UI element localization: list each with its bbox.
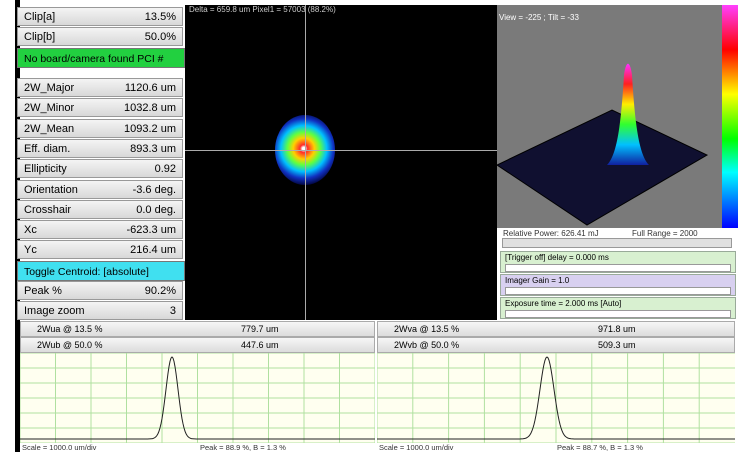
profile-curve xyxy=(377,356,735,440)
metric-row: Clip[a] 13.5% xyxy=(17,7,183,26)
power-bar xyxy=(502,238,732,248)
profile-width-row: 2Wub @ 50.0 % 447.6 um xyxy=(20,337,375,353)
metric-row: Ellipticity 0.92 xyxy=(17,159,183,179)
profile-plot xyxy=(377,353,735,443)
metric-label: Image zoom xyxy=(24,305,85,318)
trigger-label: [Trigger off] delay = 0.000 ms xyxy=(505,253,609,262)
width-label: 2Wua @ 13.5 % xyxy=(37,324,103,334)
metric-row: Peak % 90.2% xyxy=(17,281,183,300)
view-3d: View = -225 ; Tilt = -33 xyxy=(497,5,722,228)
metric-row: Orientation -3.6 deg. xyxy=(17,179,183,199)
metric-label: Eff. diam. xyxy=(24,142,71,155)
width-value: 447.6 um xyxy=(241,340,279,350)
status-banner[interactable]: Toggle Centroid: [absolute] xyxy=(17,260,185,281)
metric-row: Image zoom 3 xyxy=(17,301,183,321)
metric-row: 2W_Mean 1093.2 um xyxy=(17,118,183,138)
scale-label: Scale = 1000.0 um/div xyxy=(22,443,97,452)
metric-value: 3 xyxy=(169,305,176,318)
metric-label: 2W_Mean xyxy=(24,122,75,135)
metric-value: 216.4 um xyxy=(130,244,176,257)
relative-power: Relative Power: 626.41 mJ xyxy=(503,229,599,238)
profile-width-row: 2Wva @ 13.5 % 971.8 um xyxy=(377,321,735,337)
exposure-label: Exposure time = 2.000 ms [Auto] xyxy=(505,299,622,308)
color-scale xyxy=(722,5,738,228)
full-range: Full Range = 2000 xyxy=(632,229,698,238)
surface-plot xyxy=(497,63,709,226)
metric-label: 2W_Major xyxy=(24,82,75,94)
surface-plane xyxy=(497,109,709,226)
profile-curve xyxy=(20,356,375,440)
image-info: Delta = 659.8 um Pixel1 = 57003 (88.2%) xyxy=(189,5,336,14)
metric-value: 13.5% xyxy=(144,11,176,23)
metric-row: 2W_Minor 1032.8 um xyxy=(17,98,183,118)
beam-image: Delta = 659.8 um Pixel1 = 57003 (88.2%) xyxy=(185,5,497,320)
trigger-control: [Trigger off] delay = 0.000 ms xyxy=(500,251,736,273)
metric-label: Yc xyxy=(24,244,37,257)
metric-value: 1120.6 um xyxy=(124,82,176,94)
trigger-slider[interactable] xyxy=(505,264,731,272)
width-value: 971.8 um xyxy=(598,324,636,334)
metric-value: 50.0% xyxy=(144,31,176,44)
metric-value: -3.6 deg. xyxy=(132,183,176,196)
surface-peak xyxy=(607,63,649,165)
metric-label: Peak % xyxy=(24,285,62,297)
metric-row: Clip[b] 50.0% xyxy=(17,27,183,47)
metric-label: Orientation xyxy=(24,183,78,196)
scale-label: Scale = 1000.0 um/div xyxy=(379,443,454,452)
metric-label: 2W_Minor xyxy=(24,102,75,115)
peak-label: Peak = 88.7 %, B = 1.3 % xyxy=(557,443,643,452)
metric-label: Crosshair xyxy=(24,203,72,216)
profile-width-row: 2Wvb @ 50.0 % 509.3 um xyxy=(377,337,735,353)
width-label: 2Wub @ 50.0 % xyxy=(37,340,103,350)
metric-label: Xc xyxy=(24,224,37,237)
metric-value: 0.92 xyxy=(154,163,176,176)
metric-value: 1093.2 um xyxy=(124,122,176,135)
profile-plot xyxy=(20,353,375,443)
metric-label: Clip[b] xyxy=(24,31,56,44)
gain-control: Imager Gain = 1.0 xyxy=(500,274,736,296)
width-label: 2Wva @ 13.5 % xyxy=(394,324,460,334)
metric-value: 0.0 deg. xyxy=(136,203,176,216)
view-info: View = -225 ; Tilt = -33 xyxy=(499,13,579,22)
exposure-slider[interactable] xyxy=(505,310,731,318)
metric-value: 90.2% xyxy=(144,285,176,297)
metric-row: Yc 216.4 um xyxy=(17,240,183,260)
crosshair-h xyxy=(185,150,497,151)
profile-width-row: 2Wua @ 13.5 % 779.7 um xyxy=(20,321,375,337)
metric-value: -623.3 um xyxy=(126,224,176,237)
metric-row: Crosshair 0.0 deg. xyxy=(17,199,183,219)
peak-label: Peak = 88.9 %, B = 1.3 % xyxy=(200,443,286,452)
metric-value: 893.3 um xyxy=(130,142,176,155)
metric-row: Xc -623.3 um xyxy=(17,220,183,240)
status-banner: No board/camera found PCI # xyxy=(17,47,185,68)
gain-slider[interactable] xyxy=(505,287,731,295)
width-value: 779.7 um xyxy=(241,324,279,334)
width-value: 509.3 um xyxy=(598,340,636,350)
width-label: 2Wvb @ 50.0 % xyxy=(394,340,460,350)
metric-row: Eff. diam. 893.3 um xyxy=(17,138,183,158)
gain-label: Imager Gain = 1.0 xyxy=(505,276,570,285)
metric-row: 2W_Major 1120.6 um xyxy=(17,78,183,97)
metric-value: 1032.8 um xyxy=(124,102,176,115)
exposure-control: Exposure time = 2.000 ms [Auto] xyxy=(500,297,736,319)
crosshair-v xyxy=(305,5,306,320)
metric-label: Clip[a] xyxy=(24,11,56,23)
metric-label: Ellipticity xyxy=(24,163,67,176)
